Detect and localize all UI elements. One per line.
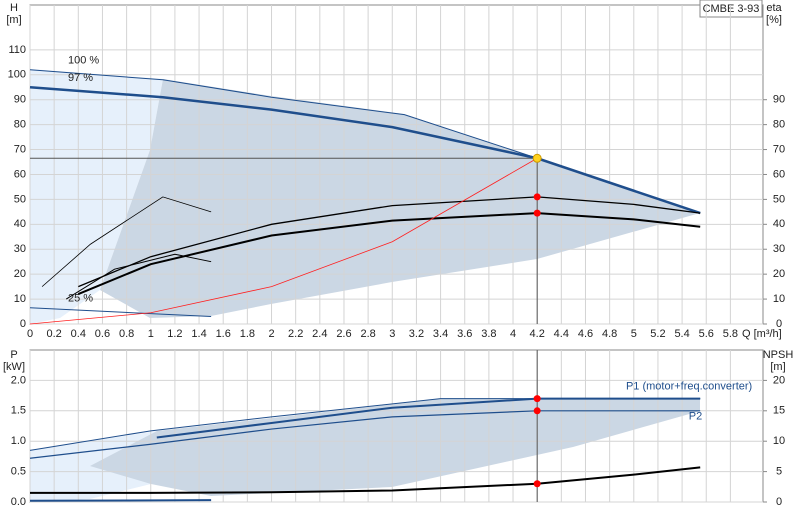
y2-axis-label: NPSH [763,349,794,361]
point-marker [533,193,541,201]
y2-tick-label: 10 [773,435,785,447]
curve [65,253,212,300]
operating-point [532,153,542,163]
y2-tick-label: 15 [773,405,785,417]
x-tick-label: 5.2 [650,328,665,340]
x-tick-label: 3.2 [409,328,424,340]
curve-label: 25 % [68,293,93,305]
y-tick-label: 80 [14,119,26,131]
y-tick-label: 100 [8,69,26,81]
x-tick-label: 4.4 [554,328,569,340]
y-tick-label: 60 [14,168,26,180]
point-marker [533,395,541,403]
x-tick-label: 3.6 [457,328,472,340]
point-marker [533,407,541,415]
x-tick-label: 5.6 [699,328,714,340]
y-tick-label: 20 [14,268,26,280]
y2-axis-label: eta [766,2,782,14]
curve-label: P1 (motor+freq.converter) [626,381,752,393]
y-tick-label: 90 [14,94,26,106]
y-tick-label: 50 [14,193,26,205]
curve-label: 97 % [68,72,93,84]
point-marker [533,209,541,217]
curve [41,196,212,287]
x-tick-label: 0.8 [119,328,134,340]
y-tick-label: 70 [14,143,26,155]
curve [29,85,701,215]
curve [29,410,701,459]
y2-tick-label: 0 [776,318,782,330]
curve [29,307,212,318]
y-axis-label: P [10,349,17,361]
y2-tick-label: 10 [773,293,785,305]
y-tick-label: 0.5 [11,466,26,478]
y2-axis-unit: [%] [766,14,782,26]
x-tick-label: 0.2 [47,328,62,340]
x-tick-label: 1.2 [167,328,182,340]
y2-tick-label: 0 [776,496,782,508]
curve [156,397,701,439]
y-tick-label: 40 [14,218,26,230]
y-axis-unit: [kW] [3,361,25,373]
x-tick-label: 0.4 [71,328,86,340]
x-axis-label: Q [m³/h] [742,328,782,340]
title-box [699,0,763,18]
y2-tick-label: 60 [773,168,785,180]
y2-tick-label: 5 [776,466,782,478]
y2-axis-unit: [m] [770,361,785,373]
curve-label: P2 [689,411,702,423]
x-tick-label: 5.8 [723,328,738,340]
x-tick-label: 4.2 [530,328,545,340]
y2-tick-label: 20 [773,268,785,280]
x-tick-label: 4 [510,328,516,340]
y-tick-label: 110 [8,44,26,56]
y2-tick-label: 90 [773,94,785,106]
y2-tick-label: 30 [773,243,785,255]
chart-title: CMBE 3-93 [703,3,760,15]
x-tick-label: 3.4 [433,328,448,340]
y2-tick-label: 40 [773,218,785,230]
x-tick-label: 5 [631,328,637,340]
curve-label: 100 % [68,55,99,67]
x-tick-label: 1 [148,328,154,340]
x-tick-label: 2.4 [312,328,327,340]
x-tick-label: 4.8 [602,328,617,340]
y-tick-label: 1.0 [11,435,26,447]
y2-tick-label: 20 [773,374,785,386]
y-axis-label: H [10,2,18,14]
x-tick-label: 2.8 [360,328,375,340]
x-tick-label: 5.4 [674,328,689,340]
x-tick-label: 3 [389,328,395,340]
x-tick-label: 0 [27,328,33,340]
operating-region [90,399,700,496]
x-tick-label: 2.6 [336,328,351,340]
x-tick-label: 2 [268,328,274,340]
curve [29,157,538,325]
y2-tick-label: 80 [773,119,785,131]
curve [78,196,701,288]
curve [29,499,212,502]
point-marker [533,480,541,488]
x-tick-label: 2.2 [288,328,303,340]
y-tick-label: 10 [14,293,26,305]
y-tick-label: 1.5 [11,405,26,417]
x-tick-label: 0.6 [95,328,110,340]
x-tick-label: 1.6 [216,328,231,340]
x-tick-label: 4.6 [578,328,593,340]
curve [30,466,701,494]
y2-tick-label: 70 [773,143,785,155]
operating-region [100,79,700,318]
x-tick-label: 3.8 [481,328,496,340]
y2-tick-label: 50 [773,193,785,205]
x-tick-label: 1.4 [191,328,206,340]
curve [77,212,701,296]
y-tick-label: 0 [20,318,26,330]
y-tick-label: 2.0 [11,374,26,386]
y-tick-label: 0.0 [11,496,26,508]
y-tick-label: 30 [14,243,26,255]
light-region [30,69,163,324]
y-axis-unit: [m] [6,14,21,26]
x-tick-label: 1.8 [240,328,255,340]
